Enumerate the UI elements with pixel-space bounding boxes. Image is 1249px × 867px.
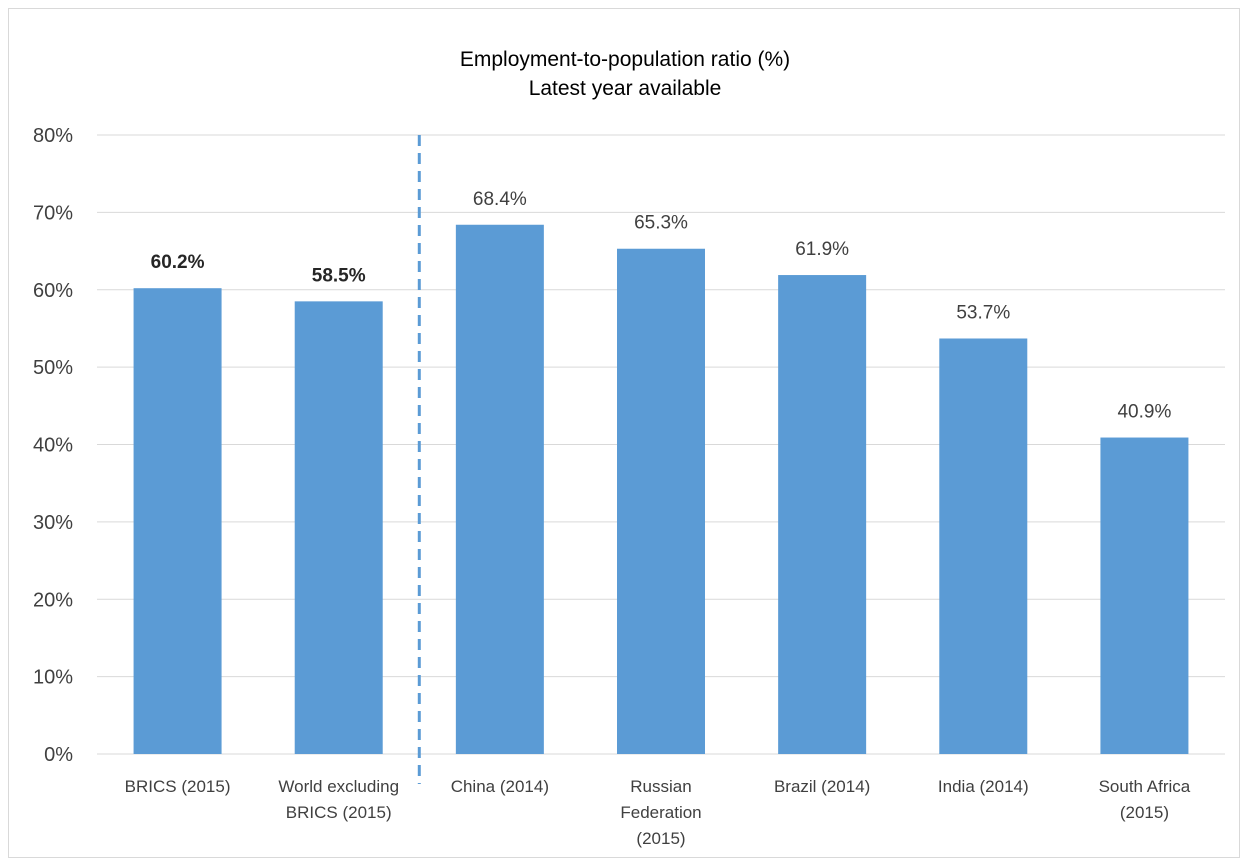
y-tick-label: 0% (44, 744, 73, 766)
data-labels: 60.2% 58.5% 68.4% 65.3% 61.9% 53.7% 40.9% (151, 189, 1172, 423)
x-category-label-line: (2015) (1120, 803, 1169, 822)
x-category-label: World excluding BRICS (2015) (278, 777, 399, 822)
y-tick-label: 60% (33, 280, 73, 302)
chart-subtitle: Latest year available (529, 77, 722, 100)
x-category-label: China (2014) (451, 777, 549, 796)
x-category-label: Russian Federation (2015) (620, 777, 701, 848)
bar (455, 224, 544, 754)
data-label: 65.3% (634, 213, 688, 234)
bars (133, 224, 1189, 754)
chart-frame: Employment-to-population ratio (%) Lates… (8, 8, 1240, 858)
bar (617, 248, 705, 754)
x-category-label: South Africa (2015) (1099, 777, 1191, 822)
y-tick-label: 20% (33, 589, 73, 611)
x-category-label-line: Russian (630, 777, 691, 796)
x-category-label: Brazil (2014) (774, 777, 870, 796)
bar (294, 301, 383, 754)
bar-chart: Employment-to-population ratio (%) Lates… (33, 48, 1225, 848)
y-tick-label: 50% (33, 357, 73, 379)
x-category-label-line: BRICS (2015) (125, 777, 231, 796)
x-category-label-line: (2015) (636, 829, 685, 848)
x-category-label-line: South Africa (1099, 777, 1191, 796)
data-label: 40.9% (1117, 402, 1171, 423)
data-label: 68.4% (473, 189, 527, 210)
y-tick-label: 70% (33, 202, 73, 224)
bar (778, 275, 867, 754)
x-category-label-line: China (2014) (451, 777, 549, 796)
bar (133, 288, 222, 754)
x-category-label-line: Brazil (2014) (774, 777, 870, 796)
data-label: 58.5% (312, 265, 366, 286)
x-category-label-line: World excluding (278, 777, 399, 796)
x-axis-category-labels: BRICS (2015) World excluding BRICS (2015) C… (125, 777, 1191, 848)
y-tick-label: 10% (33, 667, 73, 689)
y-tick-label: 80% (33, 125, 73, 147)
bar (939, 338, 1028, 754)
x-category-label: BRICS (2015) (125, 777, 231, 796)
y-tick-label: 30% (33, 512, 73, 534)
y-tick-label: 40% (33, 435, 73, 457)
x-category-label-line: BRICS (2015) (286, 803, 392, 822)
x-category-label: India (2014) (938, 777, 1029, 796)
data-label: 61.9% (795, 239, 849, 260)
data-label: 60.2% (151, 252, 205, 273)
y-axis-tick-labels: 0% 10% 20% 30% 40% 50% 60% 70% 80% (33, 125, 73, 766)
chart-title: Employment-to-population ratio (%) (460, 48, 790, 71)
x-category-label-line: Federation (620, 803, 701, 822)
data-label: 53.7% (956, 302, 1010, 323)
bar (1100, 437, 1189, 754)
x-category-label-line: India (2014) (938, 777, 1029, 796)
